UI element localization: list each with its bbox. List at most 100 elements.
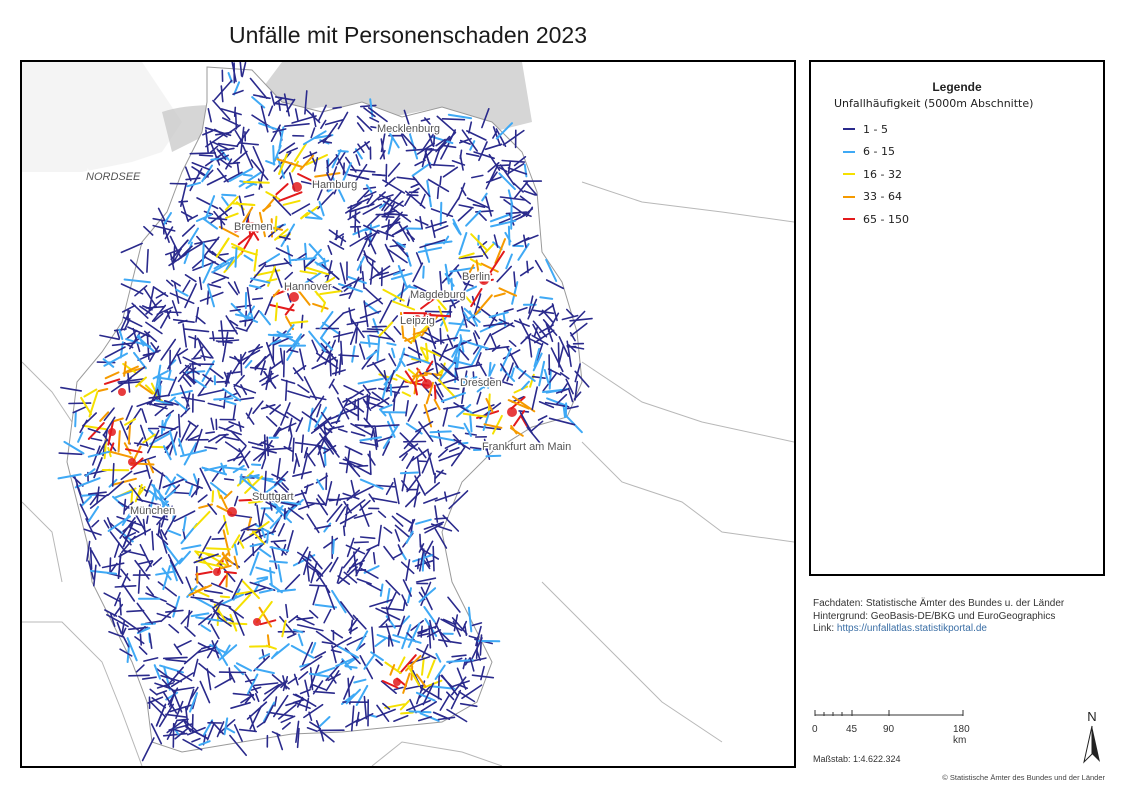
road-segment <box>434 622 448 648</box>
road-segment <box>570 322 588 337</box>
road-segment <box>326 312 345 331</box>
road-segment <box>433 225 449 232</box>
road-segment <box>241 62 247 78</box>
source-line-1: Fachdaten: Statistische Ämter des Bundes… <box>813 598 1065 609</box>
road-segment <box>204 195 216 221</box>
road-segment <box>420 625 423 638</box>
road-segment <box>208 434 221 443</box>
north-label: N <box>1087 710 1096 724</box>
road-segment <box>429 435 456 442</box>
road-segment <box>195 570 213 576</box>
road-segment <box>184 166 192 182</box>
road-segment <box>380 138 386 160</box>
map-frame[interactable]: Hamburg Bremen Hannover Berlin Magdeburg Leip… <box>20 60 796 768</box>
road-segment <box>222 117 239 127</box>
road-segment <box>452 222 461 235</box>
road-segment <box>211 467 223 482</box>
road-segment <box>278 191 303 202</box>
legend-label: 33 - 64 <box>863 190 902 204</box>
road-segment <box>274 215 278 233</box>
road-segment <box>313 690 336 695</box>
road-segment <box>254 494 259 506</box>
road-segment <box>331 589 347 614</box>
road-segment <box>507 167 528 175</box>
road-segment <box>447 596 461 613</box>
road-segment <box>450 299 462 307</box>
road-segment <box>164 476 177 495</box>
road-segment <box>128 483 143 503</box>
road-segment <box>534 259 543 273</box>
road-segment <box>109 531 127 553</box>
road-segment <box>391 347 396 359</box>
road-segment <box>296 551 312 562</box>
road-segment <box>492 126 501 147</box>
road-segment <box>334 233 345 240</box>
road-segment <box>230 242 246 251</box>
road-segment <box>145 299 162 315</box>
road-segment <box>354 209 357 233</box>
road-segment <box>178 421 192 447</box>
road-segment <box>574 370 590 388</box>
road-segment <box>300 489 310 509</box>
road-segment <box>340 235 344 246</box>
road-segment <box>233 593 251 614</box>
road-segment <box>263 477 285 495</box>
road-segment <box>499 363 507 373</box>
road-segment <box>323 537 339 549</box>
accident-map[interactable]: HamburgBremenHannoverBerlinMagdeburgLeip… <box>22 62 794 766</box>
road-segment <box>134 636 145 645</box>
road-segment <box>300 655 323 671</box>
road-segment <box>217 521 227 534</box>
hotspot-marker <box>393 678 401 686</box>
road-segment <box>181 224 196 237</box>
road-segment <box>103 519 110 529</box>
road-segment <box>186 726 206 736</box>
road-segment <box>285 603 289 619</box>
road-segment <box>180 407 191 418</box>
road-segment <box>405 530 414 544</box>
road-segment <box>291 437 295 462</box>
road-segment <box>141 676 157 680</box>
road-segment <box>321 263 340 280</box>
road-segment <box>352 140 371 154</box>
road-segment <box>513 410 526 427</box>
road-segment <box>213 643 229 666</box>
road-segment <box>234 112 238 130</box>
road-segment <box>478 141 488 162</box>
road-segment <box>408 710 432 714</box>
road-segment <box>277 704 297 720</box>
road-segment <box>471 637 483 660</box>
road-segment <box>383 190 403 212</box>
road-segment <box>302 130 327 146</box>
road-segment <box>420 347 429 363</box>
road-segment <box>303 258 316 269</box>
road-segment <box>184 328 210 333</box>
road-segment <box>259 310 271 326</box>
road-segment <box>118 615 139 631</box>
unfallatlas-link[interactable]: https://unfallatlas.statistikportal.de <box>836 623 987 634</box>
road-segment <box>235 326 248 332</box>
road-segment <box>232 202 256 206</box>
road-segment <box>257 440 267 446</box>
city-label: Bremen <box>234 221 273 233</box>
road-segment <box>339 262 347 285</box>
road-segment <box>493 292 506 298</box>
road-segment <box>233 106 237 118</box>
road-segment <box>182 516 187 532</box>
road-segment <box>286 147 299 154</box>
road-segment <box>227 161 241 165</box>
city-label: Dresden <box>460 377 502 389</box>
road-segment <box>131 302 149 319</box>
road-segment <box>425 381 434 405</box>
road-segment <box>541 389 562 393</box>
road-segment <box>320 140 333 144</box>
road-segment <box>181 396 206 403</box>
road-segment <box>416 647 437 660</box>
road-segment <box>363 654 375 670</box>
road-segment <box>458 204 474 209</box>
road-segment <box>202 255 222 267</box>
road-segment <box>124 418 136 426</box>
road-segment <box>122 523 134 548</box>
road-segment <box>472 332 479 345</box>
road-segment <box>81 493 96 497</box>
